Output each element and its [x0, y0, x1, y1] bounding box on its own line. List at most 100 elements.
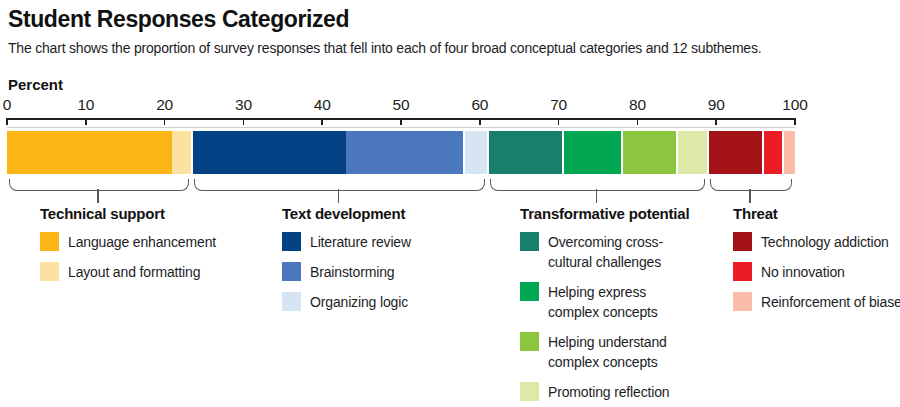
legend-swatch: [520, 232, 539, 251]
legend-item: Helping understand complex concepts: [520, 332, 755, 372]
tick-mark: [794, 118, 796, 125]
chart-canvas: Student Responses Categorized The chart …: [0, 0, 900, 407]
legend-label: Layout and formatting: [68, 262, 200, 282]
bar-segment: [488, 131, 563, 174]
legend-swatch: [282, 292, 301, 311]
legend-label: Overcoming cross- cultural challenges: [548, 232, 663, 272]
segment-separator: [707, 131, 709, 174]
legend-item: Promoting reflection: [520, 382, 755, 402]
group-bracket: [710, 179, 792, 191]
legend-swatch: [40, 232, 59, 251]
category-label: Text development: [282, 204, 517, 223]
bar-segment: [346, 131, 464, 174]
legend-item: Language enhancement: [40, 232, 275, 252]
bracket-stem: [97, 189, 99, 203]
tick-mark: [715, 118, 717, 125]
legend-label: Language enhancement: [68, 232, 216, 252]
bar-segment: [192, 131, 346, 174]
tick-mark: [6, 118, 8, 125]
category-label: Transformative potential: [520, 204, 755, 223]
legend-label: Technology addiction: [761, 232, 889, 252]
segment-separator: [487, 131, 489, 174]
legend-label: No innovation: [761, 262, 845, 282]
tick-mark: [85, 118, 87, 125]
tick-mark: [400, 118, 402, 125]
plot-top-rule: [7, 127, 795, 128]
category-label: Threat: [733, 204, 900, 223]
legend-label: Helping understand complex concepts: [548, 332, 667, 372]
legend-swatch: [282, 232, 301, 251]
legend-label: Brainstorming: [310, 262, 394, 282]
legend-item: Helping express complex concepts: [520, 282, 755, 322]
segment-separator: [762, 131, 764, 174]
group-bracket: [490, 179, 706, 191]
legend-item: Brainstorming: [282, 262, 517, 282]
legend-swatch: [733, 292, 752, 311]
legend-swatch: [733, 262, 752, 281]
tick-label: 70: [537, 96, 581, 114]
legend-swatch: [520, 382, 539, 401]
category-label: Technical support: [40, 204, 275, 223]
group-bracket: [194, 179, 485, 191]
tick-mark: [637, 118, 639, 125]
legend-item: Overcoming cross- cultural challenges: [520, 232, 755, 272]
bar-segment: [172, 131, 192, 174]
bar-segment: [763, 131, 783, 174]
legend-label: Organizing logic: [310, 292, 408, 312]
tick-label: 20: [143, 96, 187, 114]
segment-separator: [562, 131, 564, 174]
tick-label: 100: [773, 96, 817, 114]
legend-column: Transformative potential Overcoming cross…: [520, 204, 755, 407]
legend-label: Literature review: [310, 232, 411, 252]
legend-item: Literature review: [282, 232, 517, 252]
tick-label: 90: [694, 96, 738, 114]
segment-separator: [676, 131, 678, 174]
page-title: Student Responses Categorized: [8, 6, 349, 33]
segment-separator: [191, 131, 193, 174]
legend-swatch: [520, 282, 539, 301]
stacked-bar: [7, 131, 795, 174]
tick-mark: [558, 118, 560, 125]
legend-swatch: [282, 262, 301, 281]
legend-item: Organizing logic: [282, 292, 517, 312]
bar-segment: [677, 131, 709, 174]
bar-segment: [783, 131, 795, 174]
bracket-stem: [749, 189, 751, 203]
tick-label: 60: [458, 96, 502, 114]
legend-column: Threat Technology addiction No innovation R…: [733, 204, 900, 322]
bar-segment: [563, 131, 622, 174]
legend-column: Text development Literature review Brainst…: [282, 204, 517, 322]
segment-separator: [782, 131, 784, 174]
bar-segment: [464, 131, 488, 174]
bar-segment: [7, 131, 172, 174]
tick-mark: [321, 118, 323, 125]
legend-column: Technical support Language enhancement Lay…: [40, 204, 275, 292]
legend-label: Promoting reflection: [548, 382, 670, 402]
bar-segment: [622, 131, 677, 174]
chart-subtitle: The chart shows the proportion of survey…: [8, 40, 761, 56]
legend-label: Helping express complex concepts: [548, 282, 658, 322]
legend-item: Reinforcement of biases: [733, 292, 900, 312]
segment-separator: [463, 131, 465, 174]
tick-mark: [243, 118, 245, 125]
tick-mark: [164, 118, 166, 125]
bracket-stem: [596, 189, 598, 203]
tick-label: 30: [221, 96, 265, 114]
legend-swatch: [733, 232, 752, 251]
axis-title: Percent: [8, 76, 63, 93]
legend-item: Layout and formatting: [40, 262, 275, 282]
tick-label: 0: [0, 96, 29, 114]
bracket-stem: [338, 189, 340, 203]
legend-item: No innovation: [733, 262, 900, 282]
tick-mark: [479, 118, 481, 125]
legend-label: Reinforcement of biases: [761, 292, 900, 312]
legend-swatch: [520, 332, 539, 351]
tick-label: 40: [300, 96, 344, 114]
group-bracket: [9, 179, 189, 191]
segment-separator: [621, 131, 623, 174]
legend-item: Technology addiction: [733, 232, 900, 252]
bar-segment: [708, 131, 763, 174]
tick-label: 80: [615, 96, 659, 114]
legend-swatch: [40, 262, 59, 281]
tick-label: 50: [379, 96, 423, 114]
